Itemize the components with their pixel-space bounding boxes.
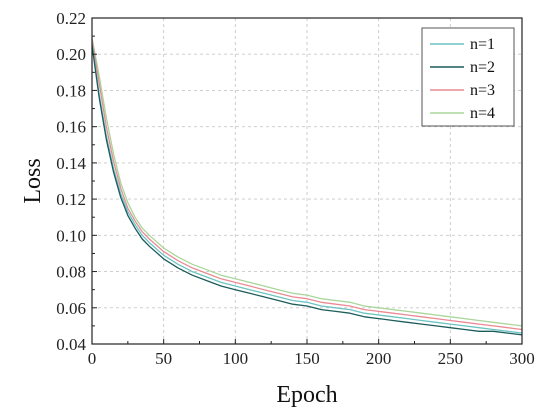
x-axis-title: Epoch bbox=[276, 382, 337, 408]
y-tick-label: 0.10 bbox=[56, 226, 86, 245]
legend: n=1 n=2 n=3 n=4 bbox=[421, 27, 515, 127]
x-tick-label: 50 bbox=[155, 349, 172, 368]
y-tick-label: 0.20 bbox=[56, 45, 86, 64]
legend-box bbox=[421, 27, 515, 127]
legend-entries: n=1 n=2 n=3 n=4 bbox=[430, 36, 495, 122]
legend-label: n=4 bbox=[470, 105, 495, 122]
x-tick-label: 0 bbox=[88, 349, 97, 368]
tick-layer bbox=[91, 17, 523, 345]
x-tick-label: 100 bbox=[223, 349, 249, 368]
legend-label: n=2 bbox=[470, 59, 495, 76]
y-tick-label: 0.08 bbox=[56, 263, 86, 282]
y-tick-label: 0.12 bbox=[56, 190, 86, 209]
y-tick-label: 0.14 bbox=[56, 154, 86, 173]
y-tick-label: 0.18 bbox=[56, 81, 86, 100]
series-layer bbox=[91, 37, 523, 336]
y-tick-label: 0.22 bbox=[56, 9, 86, 28]
y-tick-label: 0.16 bbox=[56, 118, 86, 137]
series-line-n3 bbox=[91, 39, 523, 331]
x-tick-label: 300 bbox=[509, 349, 535, 368]
series-line-n1 bbox=[91, 43, 523, 334]
y-tick-label: 0.04 bbox=[56, 335, 86, 354]
x-tick-label: 200 bbox=[366, 349, 392, 368]
legend-label: n=3 bbox=[470, 82, 495, 99]
x-tick-label: 250 bbox=[438, 349, 464, 368]
tick-label-layer: 0 50 100 150 200 250 300 0.04 0.06 0.08 0.10 0.12 0.… bbox=[56, 9, 535, 368]
series-line-n2 bbox=[91, 45, 523, 336]
x-tick-label: 150 bbox=[294, 349, 320, 368]
y-axis-title: Loss bbox=[20, 158, 46, 203]
legend-label: n=1 bbox=[470, 36, 495, 53]
series-line-n4 bbox=[91, 37, 523, 327]
y-tick-label: 0.06 bbox=[56, 299, 86, 318]
